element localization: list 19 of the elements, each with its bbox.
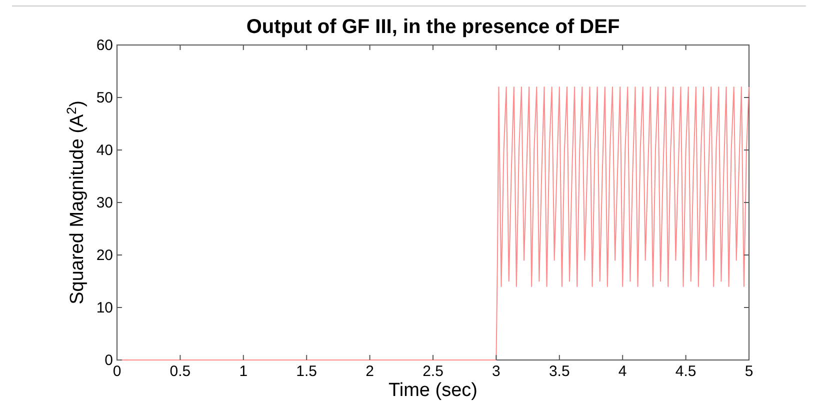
x-tick-label: 1 [239, 363, 248, 380]
x-tick-label: 4.5 [675, 363, 696, 380]
x-tick-label: 3.5 [548, 363, 570, 380]
x-axis-title: Time (sec) [388, 380, 478, 401]
x-tick-label: 1.5 [296, 363, 318, 380]
y-tick-label: 20 [96, 247, 113, 264]
x-tick-label: 5 [744, 363, 754, 380]
y-tick-label: 60 [96, 37, 113, 54]
y-tick-label: 10 [96, 300, 113, 316]
x-tick-label: 2 [366, 363, 374, 380]
x-tick-label: 4 [618, 363, 627, 380]
y-tick-label: 0 [104, 352, 113, 369]
x-tick-label: 3 [492, 363, 500, 380]
x-tick-label: 2.5 [422, 363, 444, 380]
x-tick-label: 0.5 [170, 363, 191, 380]
y-tick-label: 50 [96, 90, 113, 106]
chart-title: Output of GF III, in the presence of DEF [246, 16, 620, 38]
y-tick-label: 30 [96, 194, 113, 212]
y-tick-label: 40 [96, 142, 113, 159]
